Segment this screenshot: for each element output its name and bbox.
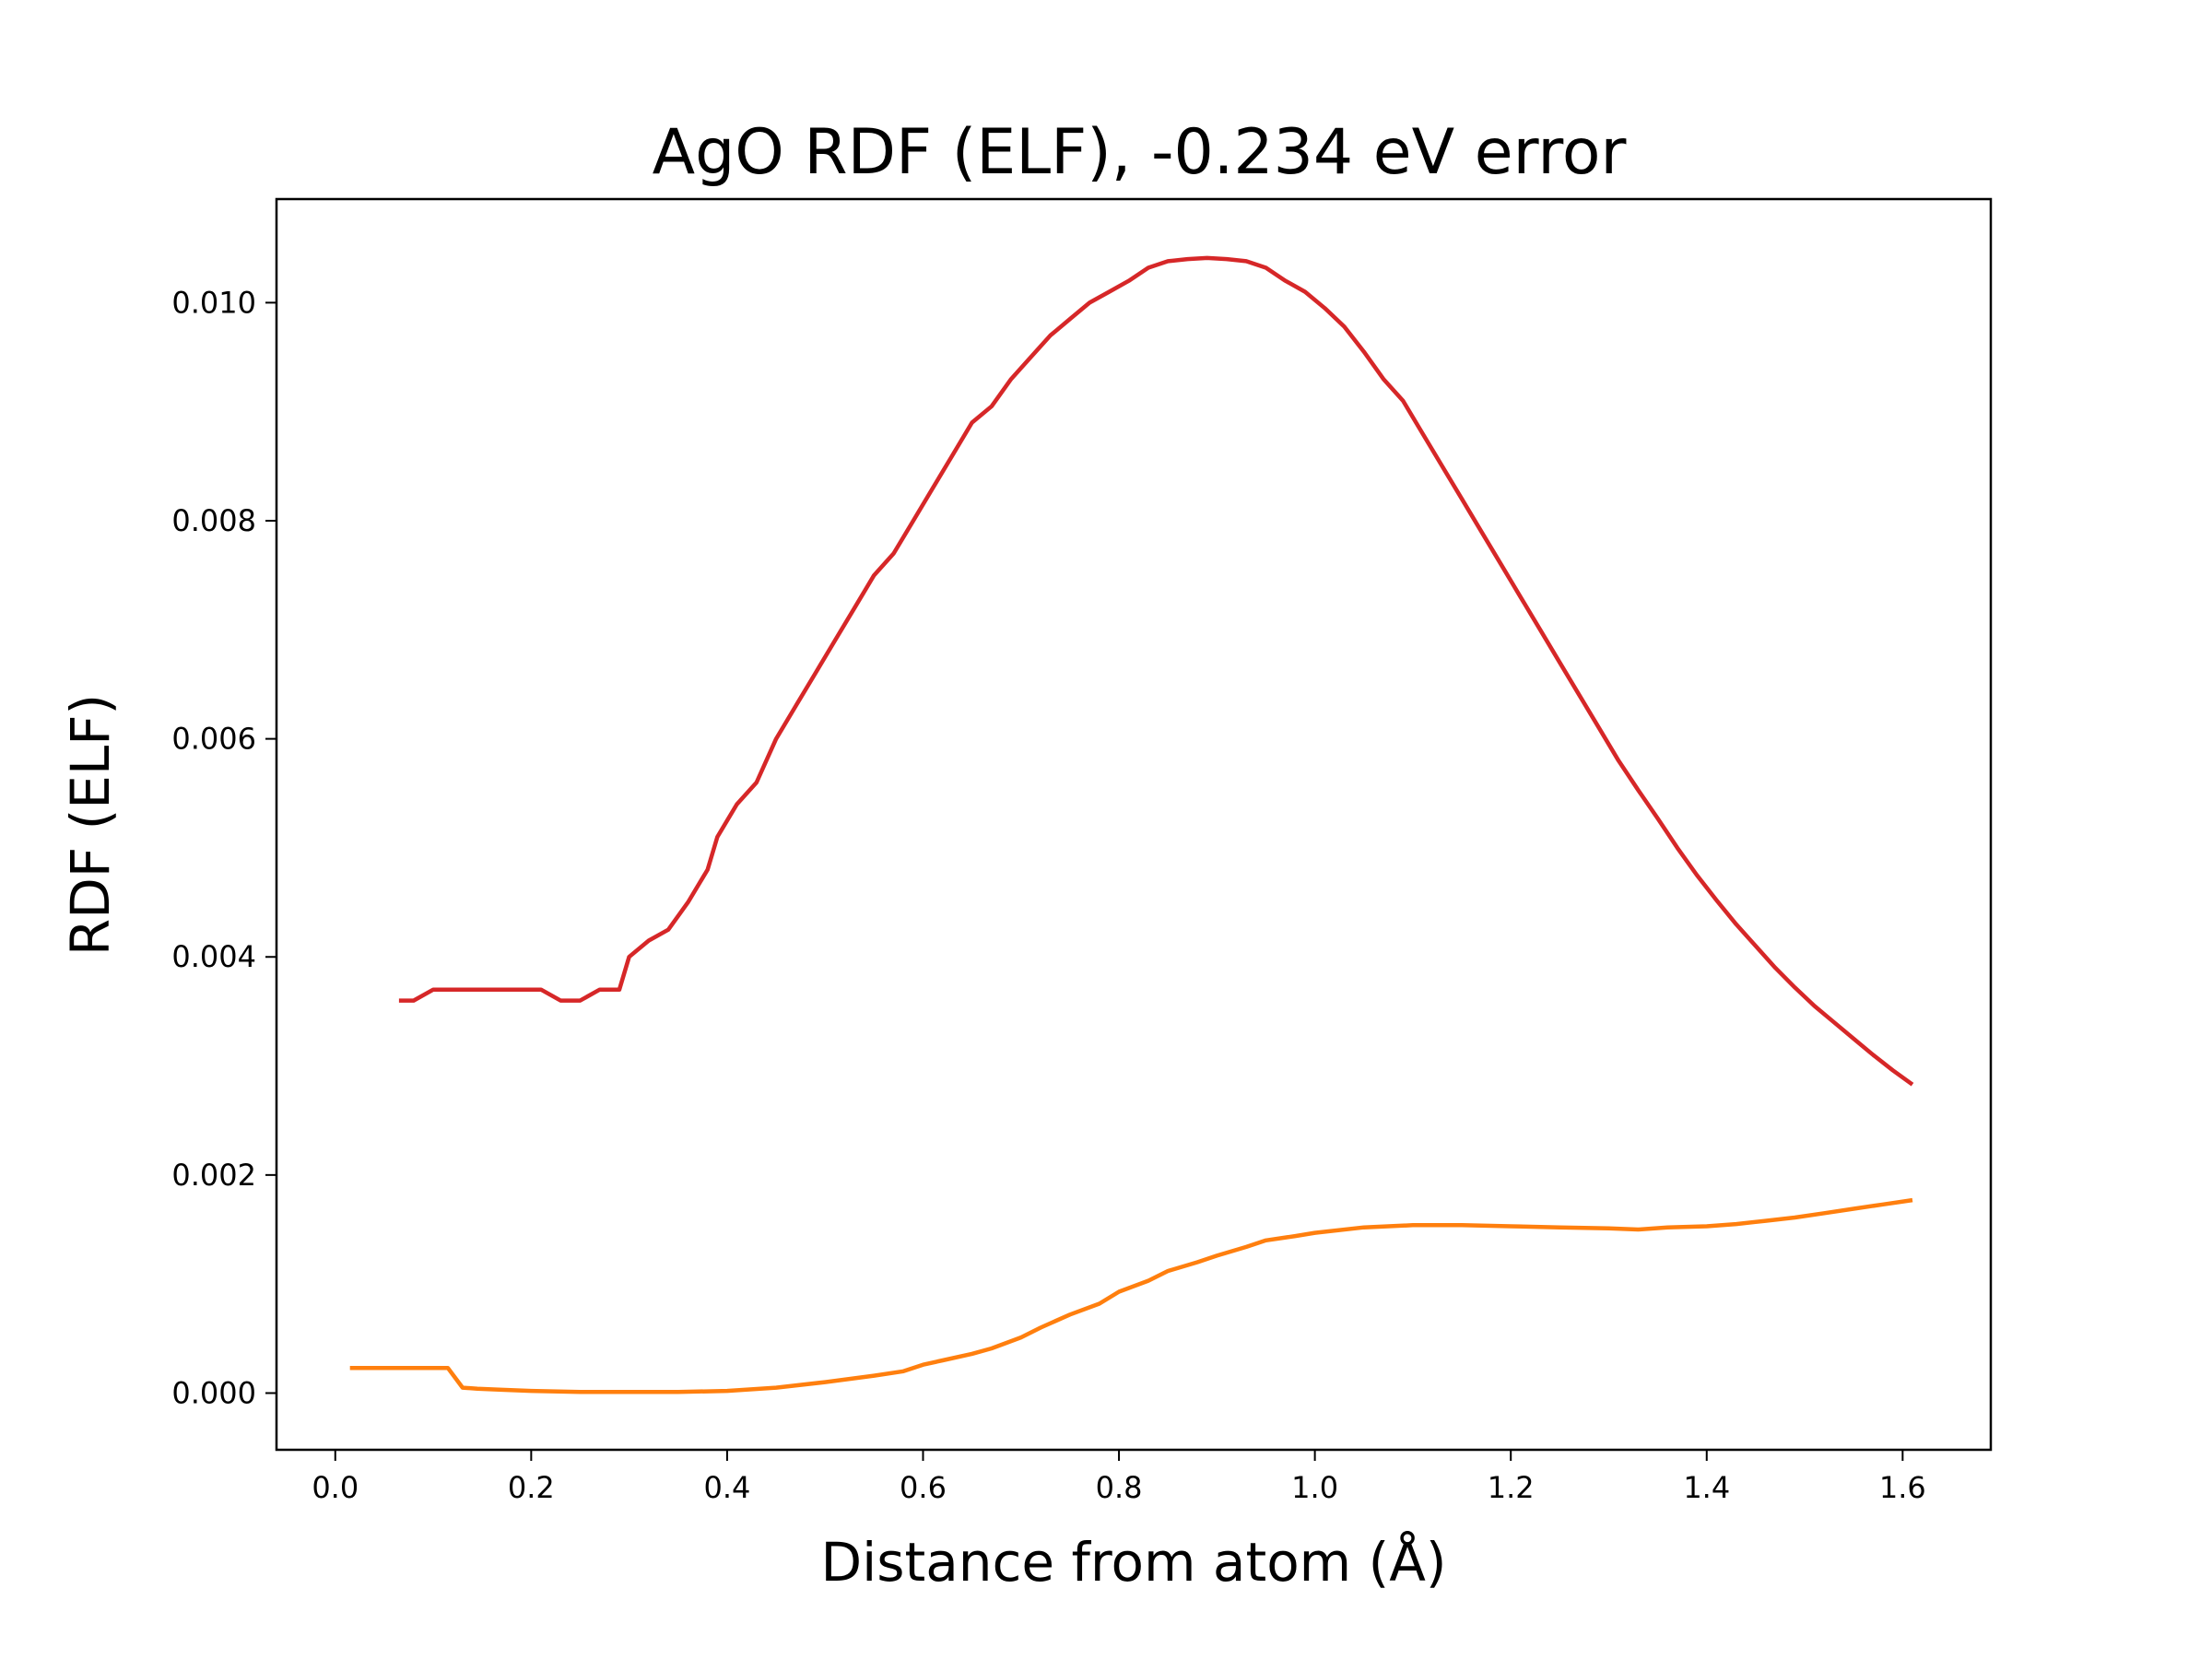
chart-title: AgO RDF (ELF), -0.234 eV error bbox=[653, 116, 1627, 189]
y-tick-label: 0.010 bbox=[171, 285, 256, 320]
y-axis-label: RDF (ELF) bbox=[59, 694, 122, 956]
orange-series-line bbox=[349, 1197, 1913, 1394]
x-tick-label: 0.8 bbox=[1096, 1470, 1143, 1505]
series-layer bbox=[349, 255, 1914, 1394]
x-tick-label: 1.0 bbox=[1291, 1470, 1338, 1505]
x-axis-label: Distance from atom (Å) bbox=[820, 1530, 1446, 1594]
x-tick-label: 0.4 bbox=[703, 1470, 750, 1505]
y-tick-label: 0.004 bbox=[171, 939, 256, 974]
x-axis-ticks: 0.0 0.2 0.4 0.6 0.8 1.0 1.2 1.4 1.6 bbox=[312, 1450, 1926, 1505]
y-tick-label: 0.006 bbox=[171, 722, 256, 757]
x-tick-label: 0.6 bbox=[900, 1470, 947, 1505]
x-tick-label: 1.2 bbox=[1488, 1470, 1535, 1505]
y-tick-label: 0.002 bbox=[171, 1158, 256, 1193]
axes-frame bbox=[275, 197, 1993, 1452]
x-tick-label: 1.4 bbox=[1683, 1470, 1730, 1505]
y-tick-label: 0.000 bbox=[171, 1375, 256, 1410]
x-tick-label: 1.6 bbox=[1879, 1470, 1926, 1505]
y-axis-ticks: 0.000 0.002 0.004 0.006 0.008 0.010 bbox=[171, 285, 276, 1410]
x-tick-label: 0.0 bbox=[312, 1470, 359, 1505]
red-series-line bbox=[398, 255, 1914, 1087]
x-tick-label: 0.2 bbox=[508, 1470, 555, 1505]
plot-area: 0.0 0.2 0.4 0.6 0.8 1.0 1.2 1.4 1.6 0.0000.0020.… bbox=[171, 197, 1993, 1505]
y-tick-label: 0.008 bbox=[171, 503, 256, 538]
